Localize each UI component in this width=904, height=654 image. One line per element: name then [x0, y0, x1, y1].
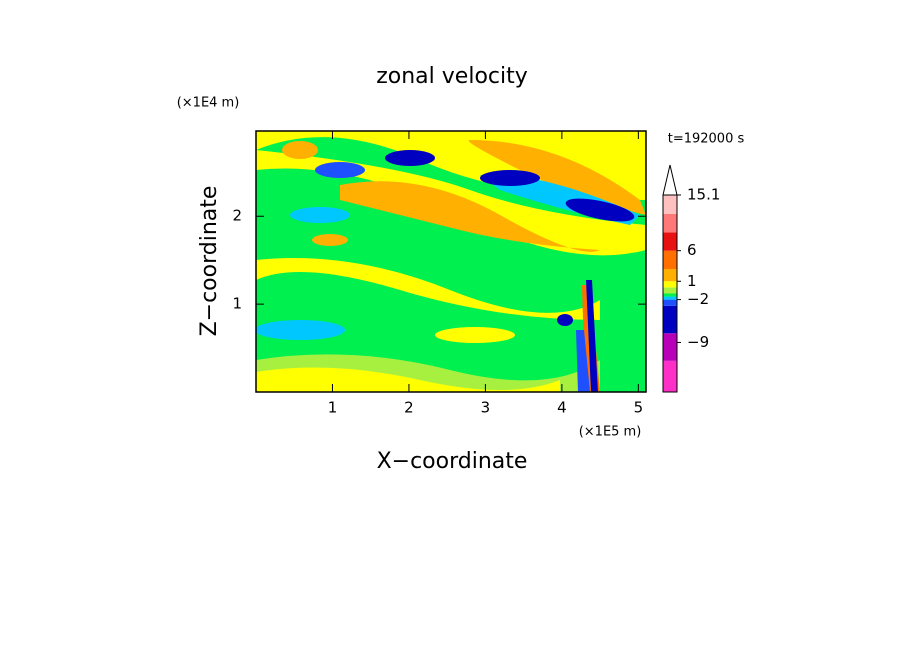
- x-tick-label: 2: [404, 399, 414, 417]
- colorbar-segment: [663, 333, 677, 361]
- x-axis-label: X−coordinate: [377, 449, 528, 474]
- x-unit: (×1E5 m): [579, 425, 642, 440]
- y-tick-label: 1: [232, 295, 242, 313]
- colorbar-extension: [662, 164, 678, 196]
- colorbar-segment: [663, 296, 677, 300]
- x-tick-label: 4: [557, 399, 567, 417]
- colorbar-frame: [662, 194, 678, 393]
- colorbar-segment: [663, 232, 677, 251]
- y-unit: (×1E4 m): [177, 96, 240, 111]
- colorbar-segment: [663, 250, 677, 270]
- colorbar-segment: [663, 305, 677, 334]
- x-tick-label: 3: [481, 399, 491, 417]
- colorbar-tick-label: 15.1: [687, 186, 720, 204]
- contour-field: [256, 131, 646, 392]
- colorbar-segment: [663, 293, 677, 297]
- colorbar-tick-label: −2: [687, 290, 709, 308]
- y-axis-label: Z−coordinate: [197, 186, 222, 337]
- colorbar-segment: [663, 213, 677, 233]
- colorbar-segment: [663, 281, 677, 288]
- plot-frame: [255, 130, 647, 393]
- colorbar-tick-label: −9: [687, 333, 709, 351]
- colorbar-segment: [663, 195, 677, 214]
- x-tick-label: 5: [634, 399, 644, 417]
- colorbar-segment: [663, 299, 677, 306]
- colorbar-tick-label: 6: [687, 241, 697, 259]
- colorbar-segment: [663, 269, 677, 282]
- colorbar-segment: [663, 360, 677, 392]
- chart-title: zonal velocity: [376, 64, 528, 89]
- colorbar-segment: [663, 287, 677, 294]
- y-tick-label: 2: [232, 207, 242, 225]
- time-label: t=192000 s: [668, 132, 745, 147]
- x-tick-label: 1: [328, 399, 338, 417]
- colorbar-tick-label: 1: [687, 272, 697, 290]
